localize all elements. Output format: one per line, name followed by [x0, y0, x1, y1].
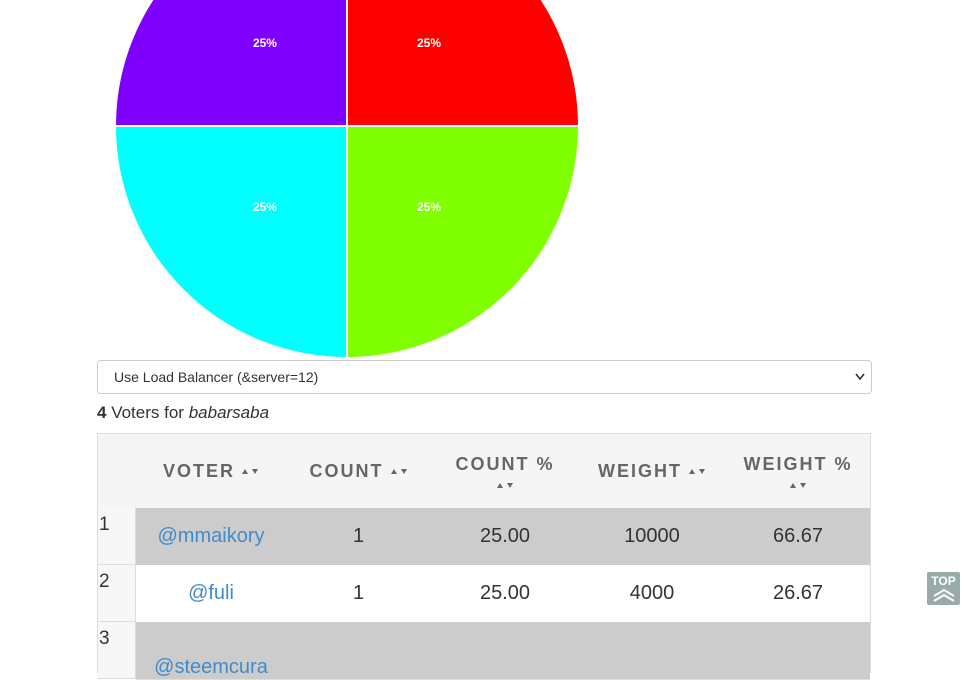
table-cell: 4000	[629, 582, 675, 604]
slice-label: 25%	[253, 200, 277, 214]
row-index-cell: 3	[98, 622, 136, 679]
table-cell: 1	[352, 525, 365, 547]
voter-link[interactable]: @mmaikory	[157, 525, 265, 547]
column-header: VOTER	[136, 434, 286, 508]
sort-icon[interactable]	[688, 467, 706, 475]
slice-label: 25%	[417, 36, 441, 50]
top-label: TOP	[931, 574, 956, 588]
header-text[interactable]: COUNT %	[455, 453, 555, 474]
table-cell: 26.67	[772, 582, 824, 604]
slice-label: 25%	[417, 200, 441, 214]
row-index-cell: 2	[98, 565, 136, 622]
account-name: babarsaba	[188, 403, 270, 422]
select-text: Use Load Balancer (&server=12)	[114, 369, 319, 385]
pie-slice	[113, 125, 348, 360]
summary-text: Voters for	[111, 403, 184, 422]
pie-slice	[346, 125, 581, 360]
server-select[interactable]: Use Load Balancer (&server=12)	[97, 360, 872, 394]
sort-icon[interactable]	[390, 467, 408, 475]
pie-slice	[113, 0, 348, 127]
pie-slice	[346, 0, 581, 127]
column-header: WEIGHT %	[725, 434, 871, 508]
table-cell: 10000	[624, 525, 680, 547]
voter-count: 4	[97, 403, 107, 422]
sort-icon[interactable]	[241, 467, 259, 475]
header-text[interactable]: WEIGHT %	[743, 453, 853, 474]
top-icon	[932, 588, 955, 602]
column-header: COUNT	[286, 434, 431, 508]
sort-icon[interactable]	[789, 481, 807, 489]
page: 25% 25% 25% 25% Use Load Balancer (&server=…	[97, 0, 960, 680]
table-cell: 25.00	[479, 582, 531, 604]
chevron	[855, 373, 865, 381]
header-text[interactable]: VOTER	[162, 460, 235, 481]
pie-chart: 25% 25% 25% 25%	[113, 0, 581, 360]
header-text[interactable]: COUNT	[309, 460, 384, 481]
column-header: WEIGHT	[579, 434, 725, 508]
top-button[interactable]: TOP	[927, 572, 960, 605]
summary: 4 Voters for babarsaba	[97, 403, 269, 423]
slice-label: 25%	[253, 36, 277, 50]
table-cell: 66.67	[772, 525, 824, 547]
header-text[interactable]: WEIGHT	[598, 460, 682, 481]
table-row	[136, 508, 870, 566]
table-cell: 25.00	[479, 525, 531, 547]
sort-icon[interactable]	[496, 481, 514, 489]
column-header: COUNT %	[431, 434, 579, 508]
voter-link[interactable]: @fuli	[188, 582, 234, 604]
voter-link[interactable]: @steemcura	[154, 656, 268, 678]
table-cell: 1	[352, 582, 365, 604]
row-index-cell: 1	[98, 508, 136, 565]
voters-table: VOTER COUNT COUNT % WEIGHT WEIGHT % 1 @mmaikor…	[97, 433, 871, 680]
